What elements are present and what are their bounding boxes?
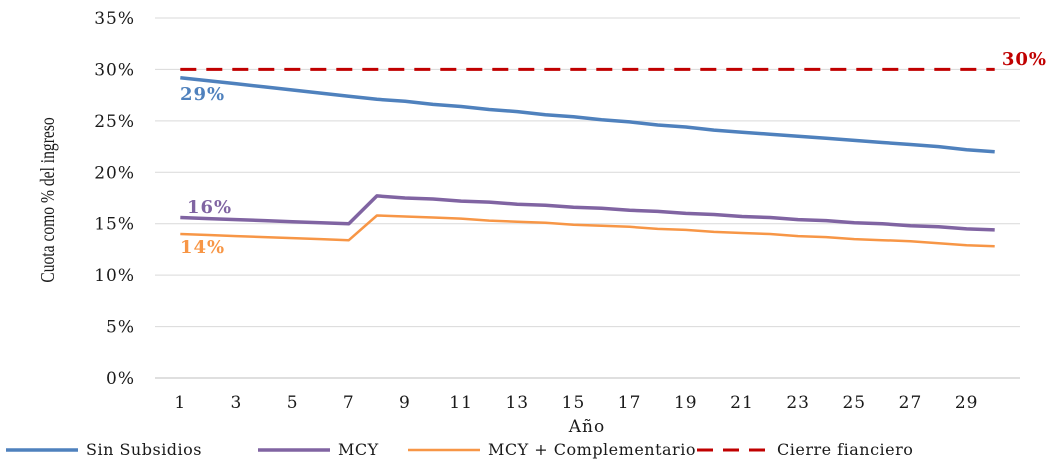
x-tick-label: 5 [287,393,299,413]
x-tick-label: 3 [231,393,243,413]
x-tick-label: 13 [505,393,529,413]
legend: Sin Subsidios MCY MCY + Complementario Cier… [6,440,913,459]
x-axis-title: Año [568,417,605,437]
x-tick-label: 15 [562,393,586,413]
x-tick-label: 27 [899,393,923,413]
data-label: 29% [180,84,225,105]
grid-lines [155,17,1020,328]
y-tick-label: 10% [94,266,135,286]
y-axis-title: Cuota como % del ingreso [36,117,58,282]
legend-label: MCY + Complementario [488,440,696,459]
y-tick-label: 35% [94,9,135,29]
x-tick-label: 29 [955,393,979,413]
x-tick-label: 25 [842,393,866,413]
y-tick-label: 20% [94,163,135,183]
series-line-sin-subsidios [180,75,995,154]
y-tick-label: 15% [94,215,135,235]
series-lines [180,67,995,248]
series-line-mcy-complementario [180,214,995,248]
data-label: 14% [180,237,225,258]
x-tick-label: 7 [343,393,355,413]
y-tick-label: 25% [94,112,135,132]
x-tick-label: 21 [730,393,754,413]
data-labels: 29% 16% 14% 30% [180,49,1047,258]
x-axis-ticks: 1 3 5 7 9 11 13 15 17 19 21 23 25 27 29 [174,393,979,413]
y-tick-label: 0% [106,369,135,389]
y-tick-label: 5% [106,318,135,338]
x-tick-label: 23 [786,393,810,413]
y-tick-label: 30% [94,60,135,80]
x-tick-label: 11 [449,393,473,413]
x-tick-label: 17 [618,393,642,413]
data-label: 16% [187,197,232,218]
data-label: 30% [1002,49,1047,70]
series-line-mcy [180,194,995,232]
legend-label: MCY [338,440,379,459]
y-axis-ticks: 0% 5% 10% 15% 20% 25% 30% 35% [94,9,135,389]
legend-label: Sin Subsidios [86,440,202,459]
x-tick-label: 9 [399,393,411,413]
legend-label: Cierre fianciero [777,440,913,459]
x-tick-label: 19 [674,393,698,413]
x-tick-label: 1 [174,393,186,413]
